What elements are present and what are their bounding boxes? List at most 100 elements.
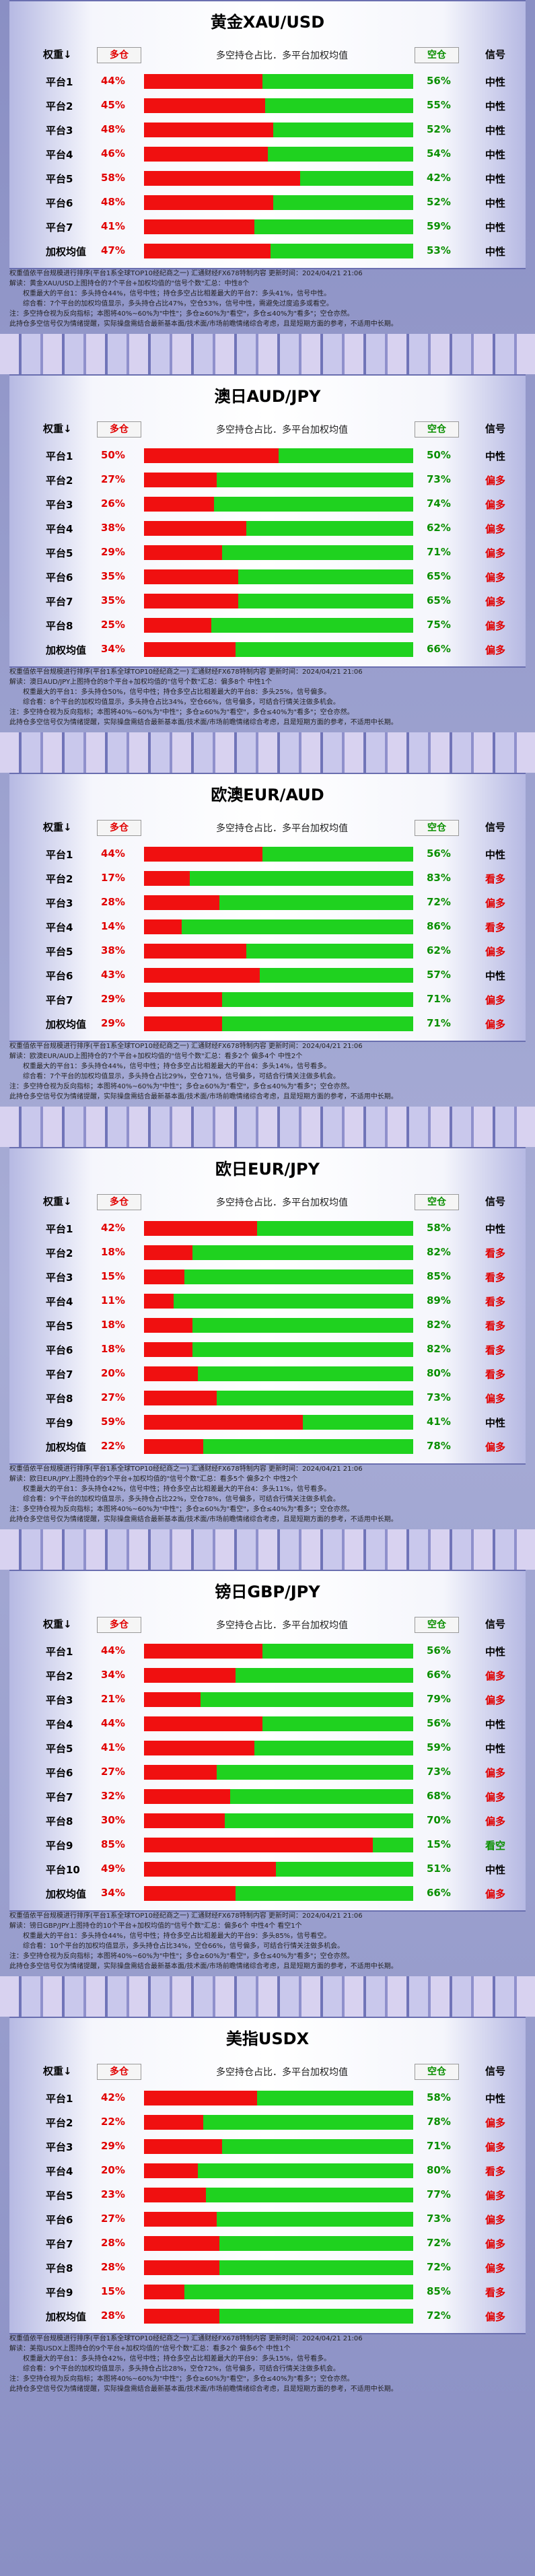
long-percent: 17% [101,872,125,884]
signal-label: 偏多 [485,620,505,632]
platform-row: 平台8 28% 72% 偏多 [9,2255,526,2279]
long-bar-fill [144,871,190,886]
ratio-panel: 镑日GBP/JPY 权重↓ 多仓 多空持仓占比．多平台加权均值 空仓 信号 平台1 44% 56… [9,1570,526,1912]
platform-label: 平台9 [46,1840,73,1852]
platform-row: 平台1 44% 56% 中性 [9,1638,526,1663]
short-percent: 56% [427,1644,451,1657]
long-bar-fill [144,74,262,89]
ratio-bar [144,992,413,1007]
ratio-bar [144,944,413,959]
ratio-bar [144,2139,413,2154]
platform-row: 平台2 45% 55% 中性 [9,93,526,117]
long-bar-fill [144,123,273,137]
long-bar-fill [144,1294,174,1309]
short-percent: 58% [427,2091,451,2103]
short-percent: 42% [427,172,451,184]
table-header: 权重↓ 多仓 多空持仓占比．多平台加权均值 空仓 信号 [9,816,526,839]
short-percent: 73% [427,1766,451,1778]
long-percent: 45% [101,99,125,111]
platform-label: 平台3 [46,125,73,137]
long-percent: 27% [101,1766,125,1778]
note-line: 注：多空持仓视为反向指标；本图将40%~60%为"中性"；多仓≥60%为"看空"… [9,1083,354,1090]
note-line: 解读：欧日EUR/JPY上图持仓的9个平台+加权均值的"信号个数"汇总：看多5个… [9,1475,298,1483]
long-percent: 29% [101,2140,125,2152]
platform-row: 平台6 27% 73% 偏多 [9,2206,526,2231]
signal-label: 偏多 [485,897,505,909]
note-line: 注：多空持仓视为反向指标；本图将40%~60%为"中性"；多仓≥60%为"看空"… [9,2375,354,2383]
short-percent: 56% [427,75,451,87]
signal-label: 中性 [485,1646,505,1658]
ratio-header: 多空持仓占比．多平台加权均值 [216,1620,348,1631]
long-percent: 18% [101,1246,125,1258]
short-percent: 56% [427,847,451,860]
weighted-average-row: 加权均值 29% 71% 偏多 [9,1011,526,1035]
note-line: 综合看：10个平台的加权均值显示，多头持仓占比34%，空仓66%，信号偏多，可结… [9,1943,345,1950]
platform-label: 平台1 [46,450,73,462]
short-percent: 15% [427,1838,451,1850]
signal-label: 偏多 [485,2190,505,2202]
short-percent: 72% [427,2309,451,2322]
short-percent: 59% [427,220,451,232]
note-line: 此持仓多空信号仅为情绪提醒，实际操盘需结合最新基本面/技术面/市场前瞻情绪综合考… [9,1516,398,1523]
ratio-bar [144,244,413,258]
platform-label: 平台2 [46,1670,73,1682]
platform-label: 平台7 [46,596,73,608]
note-line: 权重值依平台规模进行排序(平台1系全球TOP10经纪商之一) 汇通财经FX678… [9,1465,363,1473]
platform-row: 平台5 23% 77% 偏多 [9,2182,526,2206]
platform-label: 平台5 [46,946,73,958]
note-line: 权重最大的平台1：多头持仓44%，信号中性；持仓多空占比相差最大的平台9：多头8… [9,1933,331,1940]
note-line: 解读：澳日AUD/JPY上图持仓的8个平台+加权均值的"信号个数"汇总：偏多8个… [9,678,272,686]
ratio-bar [144,1741,413,1755]
ratio-bar [144,618,413,633]
long-percent: 59% [101,1416,125,1428]
platform-row: 平台5 18% 82% 看多 [9,1313,526,1337]
platform-row: 平台2 18% 82% 看多 [9,1240,526,1264]
interpretation-notes: 权重值依平台规模进行排序(平台1系全球TOP10经纪商之一) 汇通财经FX678… [9,2334,526,2395]
signal-label: 看空 [485,1840,505,1852]
ratio-bar [144,895,413,910]
long-percent: 23% [101,2188,125,2200]
ratio-panel: 欧日EUR/JPY 权重↓ 多仓 多空持仓占比．多平台加权均值 空仓 信号 平台1 42% 58… [9,1147,526,1465]
long-bar-fill [144,1716,262,1731]
signal-label: 偏多 [485,596,505,608]
platform-label: 平台7 [46,1368,73,1381]
signal-label: 偏多 [485,475,505,487]
long-percent: 20% [101,1367,125,1379]
platform-row: 平台2 27% 73% 偏多 [9,467,526,491]
note-line: 权重值依平台规模进行排序(平台1系全球TOP10经纪商之一) 汇通财经FX678… [9,668,363,676]
long-bar-fill [144,195,273,210]
ratio-bar [144,1813,413,1828]
short-percent: 68% [427,1790,451,1802]
note-line: 权重最大的平台1：多头持仓42%，信号中性；持仓多空占比相差最大的平台9：多头1… [9,2355,331,2363]
ratio-bar [144,1716,413,1731]
long-percent: 22% [101,2116,125,2128]
decorative-divider [0,1107,535,1147]
signal-label: 偏多 [485,2214,505,2226]
ratio-bar [144,448,413,463]
platform-row: 平台7 28% 72% 偏多 [9,2231,526,2255]
short-percent: 86% [427,920,451,932]
platform-label: 平台6 [46,970,73,982]
platform-label: 平台5 [46,173,73,185]
signal-label: 偏多 [485,1694,505,1706]
note-line: 解读：镑日GBP/JPY上图持仓的10个平台+加权均值的"信号个数"汇总：偏多6… [9,1922,302,1930]
platform-row: 平台9 59% 41% 中性 [9,1409,526,1434]
long-bar-fill [144,1415,303,1430]
short-percent: 71% [427,993,451,1005]
long-percent: 48% [101,196,125,208]
ratio-bar [144,147,413,162]
note-line: 注：多空持仓视为反向指标；本图将40%~60%为"中性"；多仓≥60%为"看空"… [9,1506,354,1513]
platform-row: 平台7 29% 71% 偏多 [9,987,526,1011]
long-bar-fill [144,473,217,487]
short-percent: 78% [427,2116,451,2128]
platform-label: 平台4 [46,1718,73,1731]
platform-row: 平台3 48% 52% 中性 [9,117,526,141]
note-line: 综合看：7个平台的加权均值显示，多头持仓占比29%，空仓71%，信号偏多，可结合… [9,1073,340,1080]
signal-label: 偏多 [485,644,505,656]
platform-row: 平台1 42% 58% 中性 [9,1216,526,1240]
short-percent: 70% [427,1814,451,1826]
platform-label: 平台4 [46,523,73,535]
table-header: 权重↓ 多仓 多空持仓占比．多平台加权均值 空仓 信号 [9,2060,526,2083]
short-percent: 66% [427,643,451,655]
long-percent: 38% [101,944,125,956]
